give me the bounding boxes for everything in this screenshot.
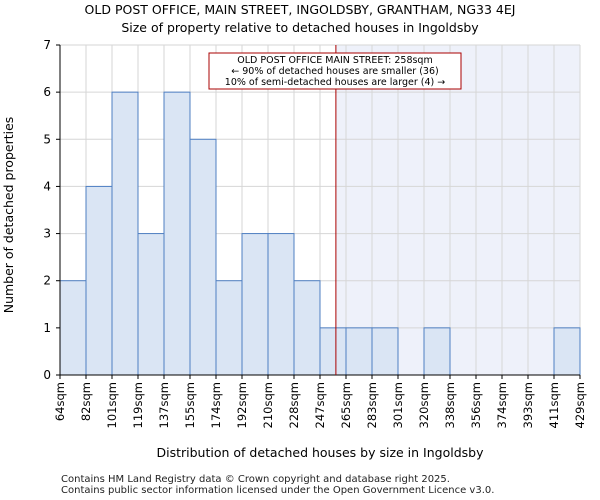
- y-tick-label: 0: [43, 368, 51, 382]
- x-tick-label: 101sqm: [105, 382, 119, 428]
- x-tick-label: 429sqm: [573, 382, 587, 428]
- bar: [111, 91, 139, 376]
- y-tick-label: 6: [43, 85, 51, 99]
- x-tick-label: 411sqm: [547, 382, 561, 428]
- annotation-line: ← 90% of detached houses are smaller (36…: [231, 66, 438, 77]
- x-tick-label: 228sqm: [287, 382, 301, 428]
- bar: [137, 233, 165, 376]
- y-tick-label: 7: [43, 38, 51, 52]
- footer-line-2: Contains public sector information licen…: [61, 485, 495, 496]
- annotation-line: OLD POST OFFICE MAIN STREET: 258sqm: [237, 55, 432, 66]
- y-tick-label: 5: [43, 132, 51, 146]
- x-tick-label: 82sqm: [79, 382, 93, 421]
- x-tick-label: 374sqm: [495, 382, 509, 428]
- x-tick-label: 155sqm: [183, 382, 197, 428]
- y-axis-label: Number of detached properties: [1, 117, 16, 314]
- y-tick-label: 1: [43, 321, 51, 335]
- x-tick-label: 247sqm: [313, 382, 327, 428]
- bar: [423, 327, 451, 376]
- bar: [85, 185, 113, 376]
- footer-line-1: Contains HM Land Registry data © Crown c…: [61, 474, 450, 485]
- y-tick-label: 4: [43, 179, 51, 193]
- x-tick-label: 210sqm: [261, 382, 275, 428]
- bar: [59, 280, 87, 376]
- chart-title: OLD POST OFFICE, MAIN STREET, INGOLDSBY,…: [84, 2, 516, 17]
- annotation-box: [208, 52, 462, 90]
- bar: [241, 233, 269, 376]
- x-tick-label: 137sqm: [157, 382, 171, 428]
- bar: [345, 327, 373, 376]
- bar: [215, 280, 243, 376]
- annotation-line: 10% of semi-detached houses are larger (…: [225, 77, 445, 88]
- bar: [293, 280, 321, 376]
- bar: [267, 233, 295, 376]
- x-tick-label: 393sqm: [521, 382, 535, 428]
- x-tick-label: 192sqm: [235, 382, 249, 428]
- x-tick-label: 283sqm: [365, 382, 379, 428]
- bar: [553, 327, 581, 376]
- x-tick-label: 356sqm: [469, 382, 483, 428]
- bar: [163, 91, 191, 376]
- x-tick-label: 265sqm: [339, 382, 353, 428]
- x-tick-label: 320sqm: [417, 382, 431, 428]
- y-tick-label: 3: [43, 227, 51, 241]
- chart-subtitle: Size of property relative to detached ho…: [121, 20, 479, 35]
- y-tick-label: 2: [43, 274, 51, 288]
- x-axis-label: Distribution of detached houses by size …: [156, 445, 484, 460]
- x-tick-label: 174sqm: [209, 382, 223, 428]
- x-tick-label: 338sqm: [443, 382, 457, 428]
- x-tick-label: 119sqm: [131, 382, 145, 428]
- x-tick-label: 301sqm: [391, 382, 405, 428]
- bar: [319, 327, 347, 376]
- highlight-region: [335, 45, 580, 375]
- bar: [371, 327, 399, 376]
- x-tick-label: 64sqm: [53, 382, 67, 421]
- bar: [189, 138, 217, 376]
